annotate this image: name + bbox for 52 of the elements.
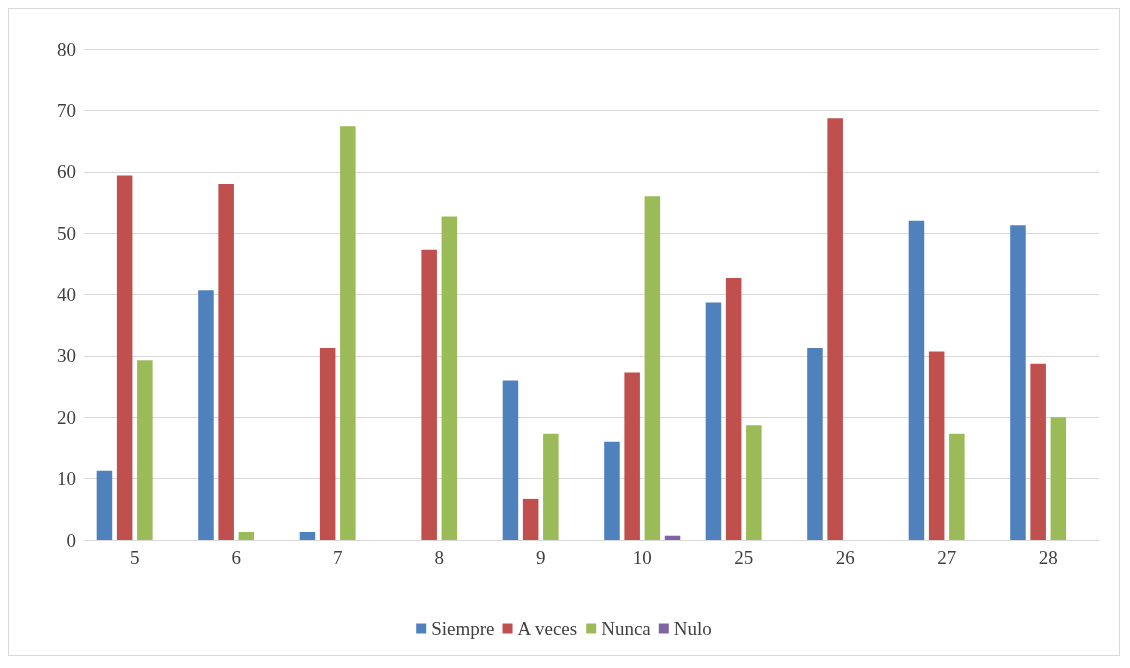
bar (725, 277, 742, 540)
y-tick-label: 30 (57, 345, 76, 367)
y-tick-label: 40 (57, 284, 76, 305)
y-tick-label: 10 (57, 468, 76, 490)
bar (543, 433, 559, 540)
y-tick-label: 60 (57, 161, 76, 183)
x-tick-label: 9 (536, 547, 546, 568)
y-tick-label: 70 (57, 99, 76, 121)
bar (1050, 417, 1067, 540)
bar (624, 372, 640, 540)
bar (502, 380, 519, 540)
x-tick-label: 27 (937, 547, 957, 568)
bar (644, 196, 661, 540)
bar (319, 347, 336, 540)
bar (238, 532, 255, 540)
bar (827, 118, 843, 540)
x-tick-label: 8 (434, 547, 444, 568)
legend-label: Nunca (601, 618, 652, 639)
x-tick-label: 5 (130, 547, 140, 568)
bar (116, 175, 133, 540)
y-tick-label: 80 (57, 38, 76, 60)
x-tick-label: 28 (1038, 547, 1058, 568)
y-tick-label: 0 (66, 529, 76, 551)
legend-label: A veces (517, 618, 578, 639)
bar (1010, 225, 1026, 540)
bar (949, 433, 965, 540)
bar (137, 360, 153, 540)
bar (664, 535, 681, 540)
bar (522, 498, 539, 540)
x-tick-label: 25 (734, 547, 754, 568)
bar (746, 425, 762, 540)
bar (1030, 363, 1046, 540)
bar (421, 249, 437, 540)
x-tick-label: 6 (231, 547, 241, 568)
bar (928, 351, 945, 540)
bar (705, 302, 722, 540)
legend-label: Siempre (431, 618, 495, 639)
legend-label: Nulo (673, 618, 712, 639)
bar (299, 532, 316, 540)
x-tick-label: 10 (632, 547, 652, 568)
bar (604, 441, 620, 540)
x-tick-label: 26 (835, 547, 855, 568)
y-tick-label: 50 (57, 222, 76, 244)
bar (908, 220, 925, 540)
bar (340, 126, 356, 540)
bar (218, 184, 234, 540)
bar (198, 290, 214, 540)
bar (96, 470, 113, 540)
bar (441, 216, 458, 540)
bar (807, 347, 823, 540)
x-tick-label: 7 (333, 547, 343, 568)
y-tick-label: 20 (57, 406, 76, 428)
